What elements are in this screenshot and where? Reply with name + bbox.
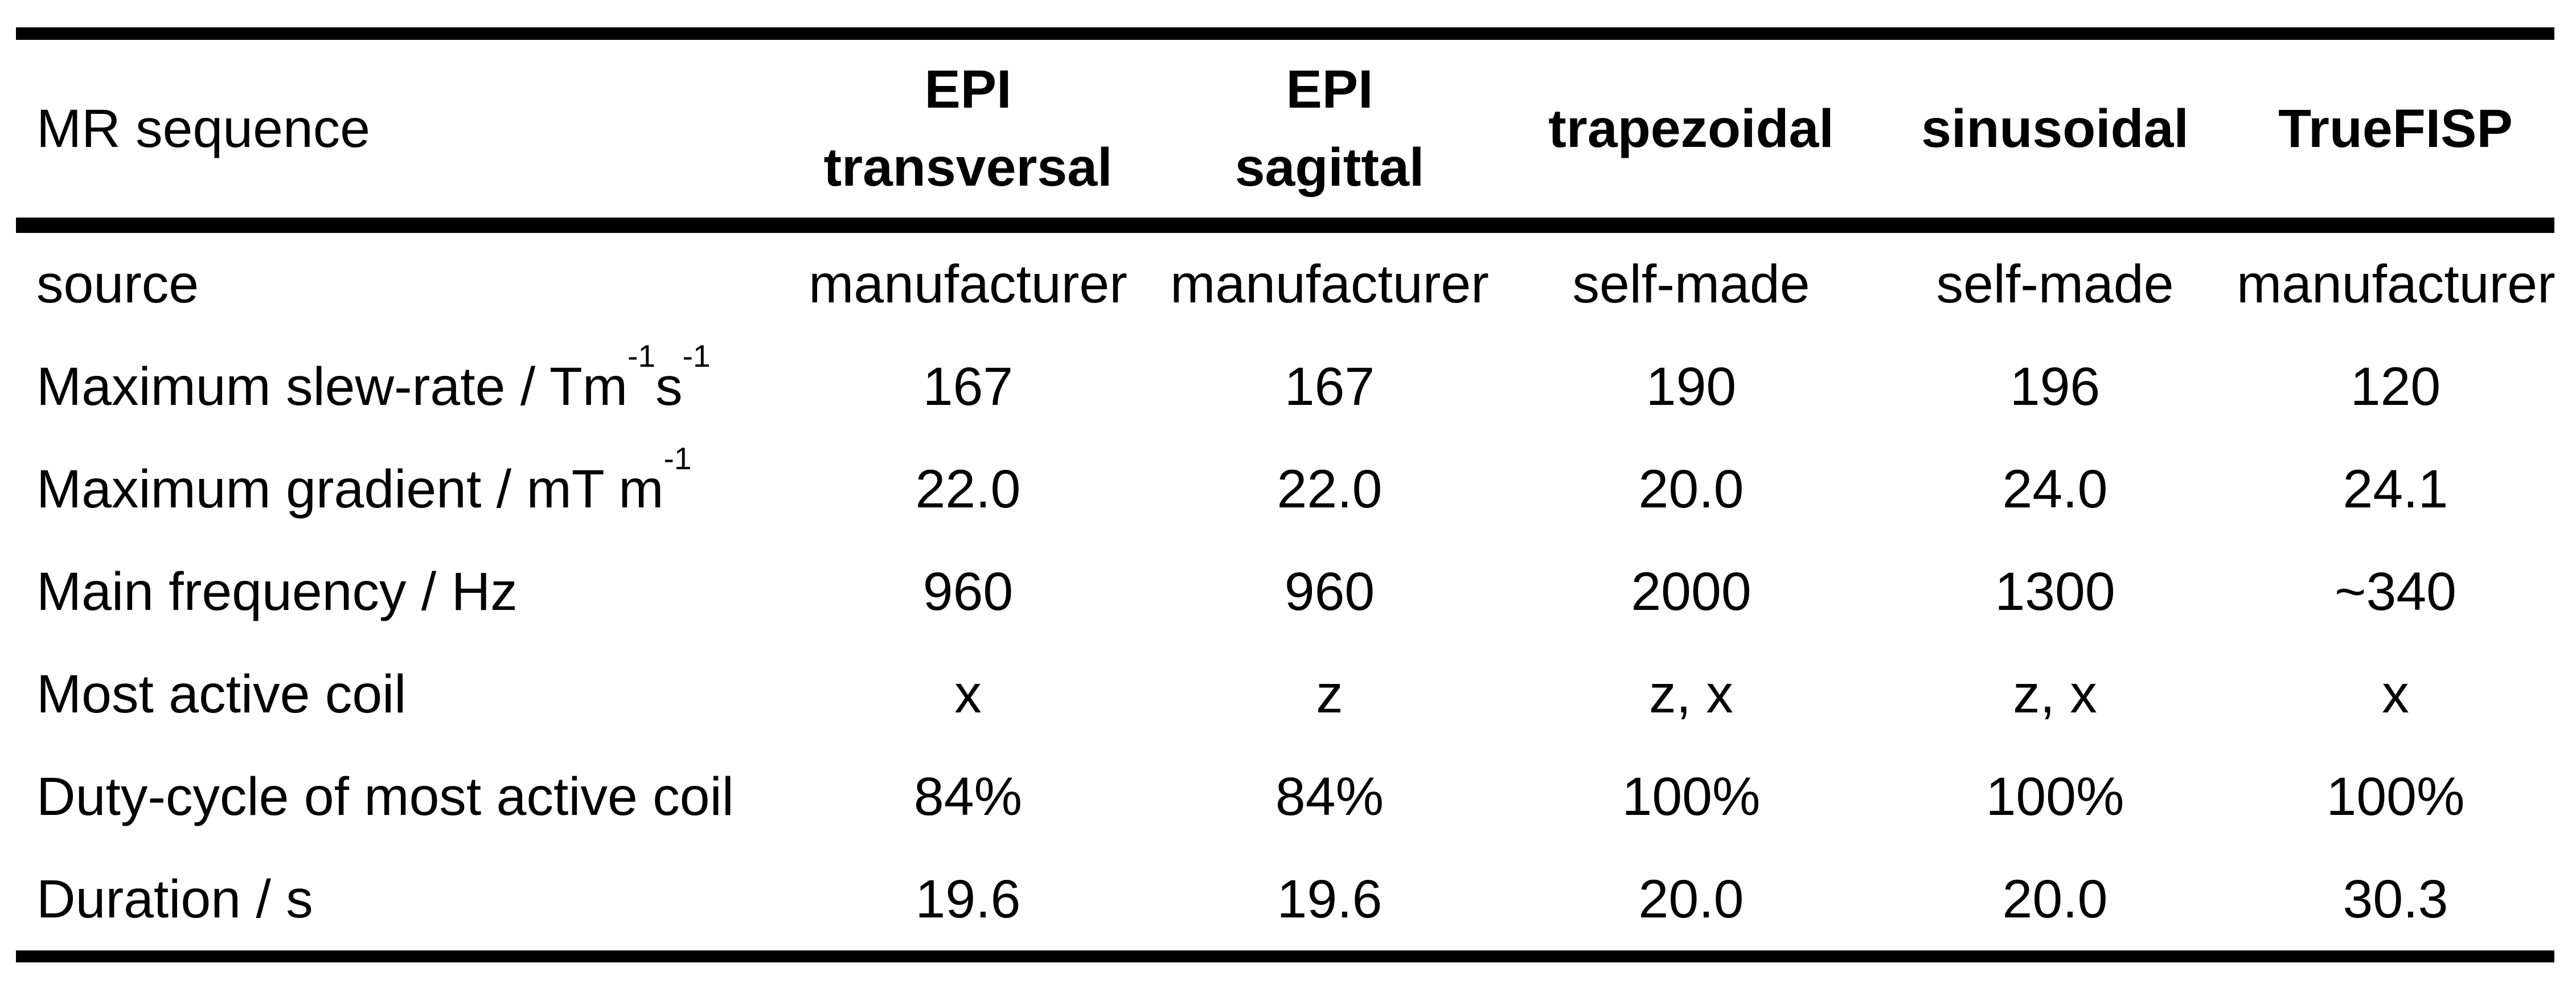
cell-value: self-made (1572, 253, 1810, 314)
cell-value: 960 (1284, 561, 1375, 622)
cell-value: 24.0 (2002, 458, 2108, 519)
row-label-text: Maximum slew-rate / Tm (36, 356, 628, 417)
cell-value: 30.3 (2343, 868, 2448, 929)
cell-value: 22.0 (915, 458, 1021, 519)
cell-value: manufacturer (809, 253, 1127, 314)
table-row: Maximum gradient / mT m-1 22.0 22.0 20.0 24.… (16, 438, 2554, 540)
table-header: MR sequence EPI transversal EPI sagittal tra… (16, 34, 2554, 233)
table-row: Duty-cycle of most active coil 84% 84% 100%… (16, 745, 2554, 848)
cell-value: 167 (1284, 356, 1375, 417)
column-header: sinusoidal (1873, 34, 2237, 233)
cell-value: 120 (2350, 356, 2441, 417)
table-row: source manufacturer manufacturer self-made s… (16, 226, 2556, 336)
cell-value: x (954, 663, 982, 724)
cell-value: z, x (1649, 663, 1733, 724)
table-body: source manufacturer manufacturer self-made s… (16, 226, 2556, 957)
cell-value: 196 (2009, 356, 2101, 417)
cell-value: 167 (922, 356, 1014, 417)
row-label: Most active coil (16, 643, 786, 745)
cell-value: 1300 (1995, 561, 2115, 622)
paper-table-container: MR sequence EPI transversal EPI sagittal tra… (16, 27, 2556, 962)
row-label-text: s (655, 356, 683, 417)
cell-value: 100% (1986, 766, 2124, 827)
cell-value: self-made (1936, 253, 2174, 314)
row-label: source (16, 226, 786, 336)
cell-value: x (2382, 663, 2409, 724)
table-row: Maximum slew-rate / Tm-1s-1 167 167 190 196 1… (16, 335, 2554, 438)
table-row: Duration / s 19.6 19.6 20.0 20.0 30.3 (16, 848, 2554, 957)
cell-value: 19.6 (1277, 868, 1383, 929)
column-header: TrueFISP (2237, 34, 2554, 233)
column-header-line: trapezoidal (1548, 98, 1834, 159)
row-label: Maximum gradient / mT m-1 (16, 438, 786, 540)
cell-value: 100% (2326, 766, 2465, 827)
cell-value: manufacturer (2237, 253, 2556, 314)
cell-value: 960 (922, 561, 1014, 622)
cell-value: 24.1 (2343, 458, 2448, 519)
unit-superscript: -1 (682, 338, 711, 374)
cell-value: 20.0 (1638, 868, 1744, 929)
row-label-text: Duration / s (36, 868, 313, 929)
column-header-line: sinusoidal (1921, 98, 2189, 159)
cell-value: 84% (1275, 766, 1384, 827)
cell-value: ~340 (2335, 561, 2456, 622)
row-label-text: Duty-cycle of most active coil (36, 766, 734, 827)
column-header: EPI sagittal (1150, 34, 1509, 233)
cell-value: 22.0 (1277, 458, 1383, 519)
column-header-line: TrueFISP (2278, 98, 2513, 159)
row-label-text: Main frequency / Hz (36, 561, 518, 622)
header-row: MR sequence EPI transversal EPI sagittal tra… (16, 34, 2554, 233)
cell-value: 190 (1646, 356, 1737, 417)
cell-value: 84% (913, 766, 1023, 827)
cell-value: 100% (1622, 766, 1761, 827)
cell-value: 20.0 (2002, 868, 2108, 929)
cell-value: 20.0 (1638, 458, 1744, 519)
mr-sequence-table: MR sequence EPI transversal EPI sagittal tra… (16, 27, 2556, 962)
row-label-text: source (36, 253, 199, 314)
column-header-line: EPI (1286, 59, 1373, 120)
column-header: trapezoidal (1509, 34, 1873, 233)
table-row: Most active coil x z z, x z, x x (16, 643, 2554, 745)
row-label: Maximum slew-rate / Tm-1s-1 (16, 335, 786, 438)
column-header: EPI transversal (786, 34, 1150, 233)
corner-header-mr-sequence: MR sequence (16, 34, 786, 233)
cell-value: manufacturer (1170, 253, 1489, 314)
row-label-text: Maximum gradient / mT m (36, 458, 664, 519)
cell-value: 2000 (1631, 561, 1751, 622)
cell-value: z (1316, 663, 1343, 724)
row-label: Main frequency / Hz (16, 540, 786, 643)
unit-superscript: -1 (663, 440, 692, 476)
column-header-line: EPI (924, 59, 1012, 120)
table-row: Main frequency / Hz 960 960 2000 1300 ~340 (16, 540, 2554, 643)
column-header-line: transversal (823, 137, 1113, 198)
unit-superscript: -1 (627, 338, 656, 374)
row-label-text: Most active coil (36, 663, 407, 724)
row-label: Duration / s (16, 848, 786, 957)
cell-value: z, x (2013, 663, 2097, 724)
row-label: Duty-cycle of most active coil (16, 745, 786, 848)
column-header-line: sagittal (1234, 137, 1425, 198)
cell-value: 19.6 (915, 868, 1021, 929)
